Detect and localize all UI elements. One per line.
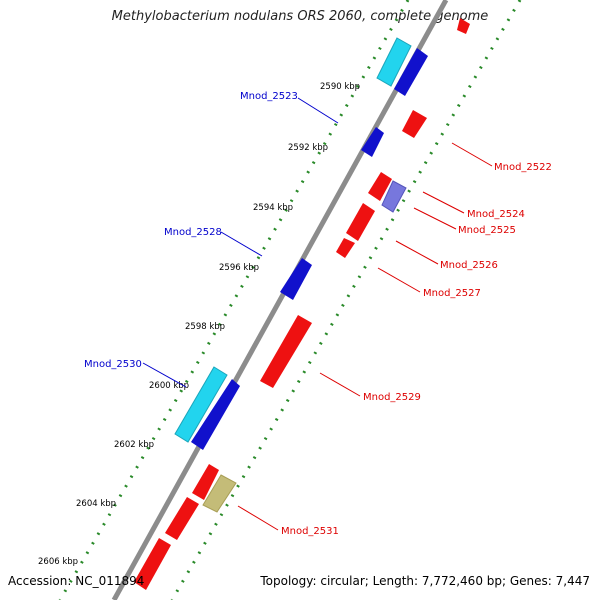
reverse-gene-labels: Mnod_2523 Mnod_2528 Mnod_2530 xyxy=(84,91,339,388)
forward-gene-Mnod_2527[interactable] xyxy=(336,238,355,258)
forward-gene-Mnod_2526[interactable] xyxy=(346,203,375,241)
scale-label: 2606 kbp xyxy=(38,557,78,567)
leader-line xyxy=(142,362,187,388)
reverse-strand-features xyxy=(174,37,428,450)
gene-label-Mnod_2531[interactable]: Mnod_2531 xyxy=(281,526,339,537)
forward-gene-Mnod_2529[interactable] xyxy=(260,315,312,388)
forward-gene[interactable] xyxy=(165,497,199,540)
gene-label-Mnod_2529[interactable]: Mnod_2529 xyxy=(363,392,421,403)
leader-line xyxy=(451,142,493,167)
scale-label: 2598 kbp xyxy=(185,322,225,332)
reverse-gene[interactable] xyxy=(191,379,240,450)
forward-gene-labels: Mnod_2522 Mnod_2524 Mnod_2525 Mnod_2526 … xyxy=(237,142,552,537)
leader-line xyxy=(297,97,339,124)
forward-gene[interactable] xyxy=(134,538,171,590)
scale-label: 2590 kbp xyxy=(320,82,360,92)
forward-gene[interactable] xyxy=(192,464,219,500)
leader-line xyxy=(413,207,457,230)
leader-line xyxy=(395,240,439,265)
gene-label-Mnod_2530[interactable]: Mnod_2530 xyxy=(84,359,142,370)
gene-label-Mnod_2526[interactable]: Mnod_2526 xyxy=(440,260,498,271)
leader-line xyxy=(377,267,421,293)
genome-stats-text: Topology: circular; Length: 7,772,460 bp… xyxy=(260,574,590,588)
reverse-gene-Mnod_2523[interactable] xyxy=(361,127,384,157)
reverse-gene-Mnod_2528[interactable] xyxy=(280,258,312,300)
gene-label-Mnod_2522[interactable]: Mnod_2522 xyxy=(494,162,552,173)
gene-label-Mnod_2527[interactable]: Mnod_2527 xyxy=(423,288,481,299)
olive-feature-Mnod_2531[interactable] xyxy=(202,474,237,513)
scale-label: 2604 kbp xyxy=(76,499,116,509)
leader-line xyxy=(237,505,279,531)
map-title: Methylobacterium nodulans ORS 2060, comp… xyxy=(111,9,489,24)
cyan-feature[interactable] xyxy=(376,37,412,87)
forward-gene-Mnod_2524[interactable] xyxy=(368,172,392,201)
gene-label-Mnod_2523[interactable]: Mnod_2523 xyxy=(240,91,298,102)
leader-line xyxy=(422,191,465,214)
cyan-feature-Mnod_2530[interactable] xyxy=(174,366,228,443)
scale-labels: 2590 kbp 2592 kbp 2594 kbp 2596 kbp 2598… xyxy=(38,82,360,567)
scale-label: 2596 kbp xyxy=(219,263,259,273)
scale-label: 2602 kbp xyxy=(114,440,154,450)
reverse-gene[interactable] xyxy=(394,48,428,96)
gene-label-Mnod_2528[interactable]: Mnod_2528 xyxy=(164,227,222,238)
leader-line xyxy=(319,372,361,397)
forward-gene[interactable] xyxy=(457,18,470,34)
purple-feature-Mnod_2525[interactable] xyxy=(381,180,407,213)
genome-backbone xyxy=(111,0,449,600)
scale-label: 2592 kbp xyxy=(288,143,328,153)
gene-label-Mnod_2524[interactable]: Mnod_2524 xyxy=(467,209,525,220)
leader-line xyxy=(220,231,263,257)
forward-gene-Mnod_2522[interactable] xyxy=(402,110,427,138)
accession-text: Accession: NC_011894 xyxy=(8,574,145,588)
forward-strand-features xyxy=(134,18,470,590)
gene-label-Mnod_2525[interactable]: Mnod_2525 xyxy=(458,225,516,236)
scale-label: 2600 kbp xyxy=(149,381,189,391)
scale-label: 2594 kbp xyxy=(253,203,293,213)
